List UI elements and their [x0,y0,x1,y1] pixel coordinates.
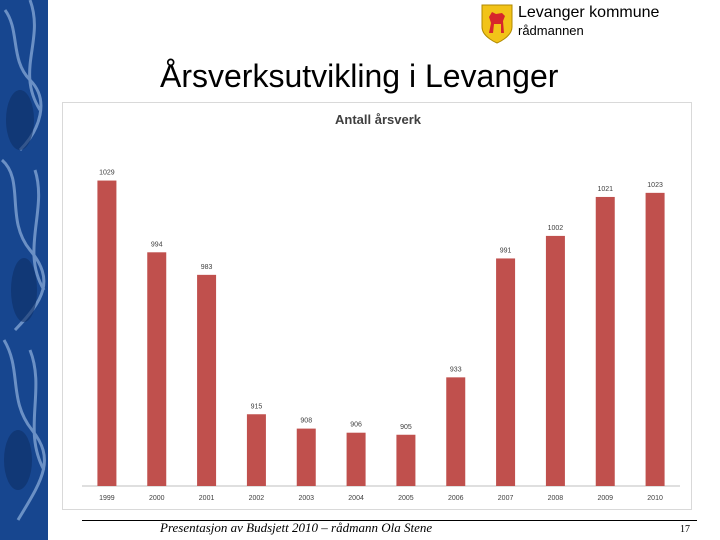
data-label-2003: 908 [300,418,312,425]
page-number: 17 [680,524,690,535]
data-label-2002: 915 [251,403,263,410]
levanger-coat-of-arms-icon [481,4,513,44]
chart-frame [62,102,692,510]
x-tick-label-2003: 2003 [298,495,314,502]
bar-2005 [396,434,416,486]
slide-title: Årsverksutvikling i Levanger [160,58,559,94]
bar-2004 [346,432,366,486]
horse-pattern-icon [0,0,46,521]
x-tick-label-2008: 2008 [548,495,564,502]
bar-2010 [645,192,665,486]
bar-2000 [147,252,167,486]
x-tick-label-2007: 2007 [498,495,514,502]
data-label-2004: 906 [350,422,362,429]
data-label-2006: 933 [450,366,462,373]
bar-2006 [446,377,466,486]
decorative-side-strip [0,0,48,540]
x-tick-label-2006: 2006 [448,495,464,502]
data-label-2008: 1002 [548,225,564,232]
bar-2003 [296,428,316,486]
footer-text: Presentasjon av Budsjett 2010 – rådmann … [160,520,433,535]
x-tick-label-2009: 2009 [597,495,613,502]
bar-2009 [595,196,615,486]
data-label-2001: 983 [201,264,213,271]
data-label-1999: 1029 [99,170,115,177]
bar-chart: Antall årsverk 1029 1999 994 2000 983 2001 915… [82,112,680,502]
organization-name: Levanger kommune [518,4,660,21]
organization-department: rådmannen [518,23,584,38]
bar-2001 [197,274,217,486]
bar-1999 [97,180,117,487]
data-label-2000: 994 [151,241,163,248]
data-label-2009: 1021 [597,186,613,193]
bar-2002 [246,414,266,486]
data-label-2010: 1023 [647,182,663,189]
footer-divider [82,520,697,521]
x-tick-label-1999: 1999 [99,495,115,502]
x-tick-label-2004: 2004 [348,495,364,502]
x-tick-label-2005: 2005 [398,495,414,502]
x-tick-label-2001: 2001 [199,495,215,502]
x-tick-label-2002: 2002 [249,495,265,502]
bar-2008 [545,235,565,486]
bar-2007 [496,258,516,486]
data-label-2007: 991 [500,247,512,254]
chart-title: Antall årsverk [335,112,422,127]
data-label-2005: 905 [400,424,412,431]
x-tick-label-2010: 2010 [647,495,663,502]
x-tick-label-2000: 2000 [149,495,165,502]
